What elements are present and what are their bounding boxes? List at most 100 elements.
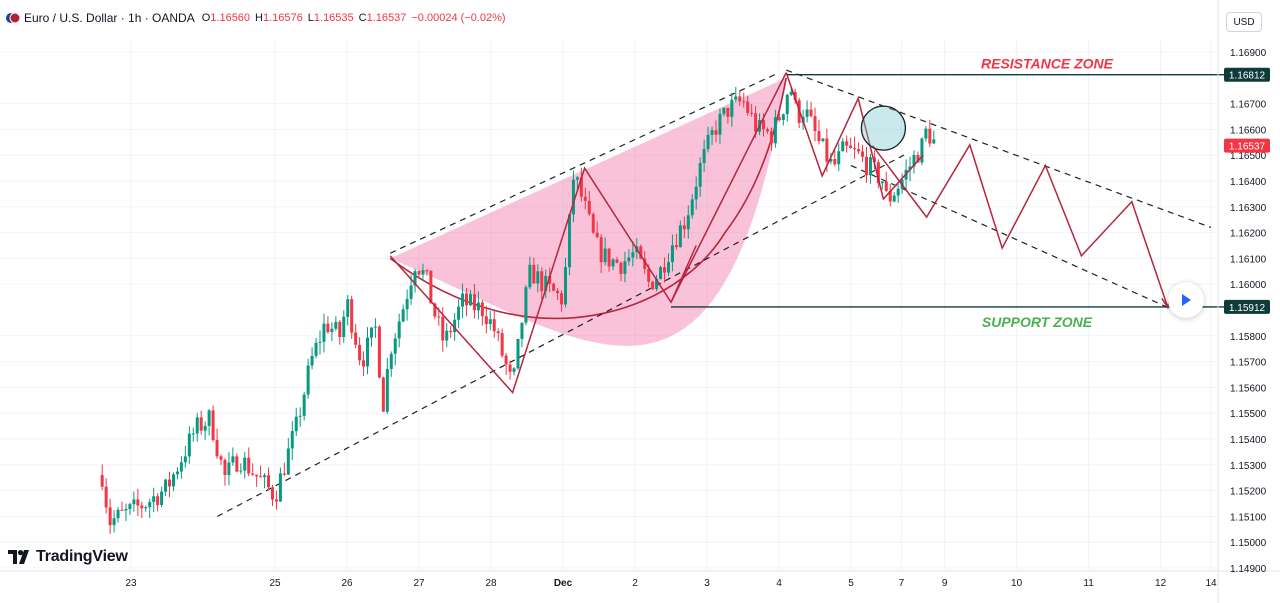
candle-body	[168, 479, 172, 487]
candle-body	[817, 131, 821, 142]
low-value: L1.16535	[308, 12, 354, 24]
candle-body	[777, 117, 781, 121]
price-axis-tick: 1.15500	[1230, 409, 1267, 420]
price-axis-tick: 1.16200	[1230, 229, 1267, 240]
candle-body	[694, 186, 698, 200]
low-label: L	[307, 12, 314, 24]
candle-body	[409, 285, 413, 299]
zigzag-recent	[785, 72, 924, 201]
candle-body	[306, 365, 310, 395]
candle-body	[659, 267, 663, 279]
candle-body	[397, 321, 401, 339]
candle-body	[330, 328, 334, 333]
candle-body	[726, 107, 730, 117]
candle-body	[385, 368, 389, 412]
descending-channel-upper	[785, 69, 1212, 229]
candle-body	[108, 507, 112, 526]
candle-body	[643, 258, 647, 269]
price-axis-tick: 1.16700	[1230, 100, 1267, 111]
candle-body	[282, 473, 286, 475]
candle-body	[928, 128, 932, 144]
candle-body	[294, 416, 298, 432]
candle-body	[358, 344, 362, 361]
candle-body	[298, 415, 302, 417]
candle-body	[849, 145, 853, 149]
low-number: 1.16535	[313, 12, 354, 24]
candle-body	[215, 440, 219, 457]
candle-body	[389, 353, 393, 369]
candle-body	[651, 281, 655, 290]
candle-body	[623, 261, 627, 274]
candle-body	[908, 166, 912, 170]
descending-channel-lower	[850, 164, 1169, 308]
candle-body	[484, 316, 488, 325]
currency-button[interactable]: USD	[1226, 12, 1262, 32]
candle-body	[104, 486, 108, 508]
candle-body	[556, 290, 560, 294]
price-axis-tick: 1.16600	[1230, 125, 1267, 136]
candle-body	[480, 302, 484, 317]
time-axis-tick: 11	[1083, 578, 1094, 589]
time-axis-tick: Dec	[554, 578, 573, 589]
candle-body	[362, 360, 366, 367]
candle-body	[100, 475, 104, 487]
candle-body	[678, 225, 682, 248]
time-axis-tick: 5	[848, 578, 854, 589]
candle-body	[203, 425, 207, 431]
candle-body	[682, 225, 686, 230]
candle-body	[401, 309, 405, 322]
change-value: −0.00024 (−0.02%)	[411, 12, 506, 24]
candle-body	[239, 470, 243, 472]
candle-body	[754, 113, 758, 132]
candle-body	[718, 113, 722, 135]
support-zone-label: SUPPORT ZONE	[982, 314, 1093, 330]
close-number: 1.16537	[366, 12, 407, 24]
candle-body	[120, 509, 124, 511]
candle-body	[144, 507, 148, 509]
price-axis-tick: 1.15100	[1230, 512, 1267, 523]
candle-body	[199, 417, 203, 431]
time-axis-tick: 4	[776, 578, 782, 589]
candle-body	[207, 410, 211, 426]
candle-body	[334, 321, 338, 329]
candle-body	[734, 96, 738, 100]
candle-body	[286, 448, 290, 475]
replay-play-button[interactable]	[1168, 282, 1204, 318]
candle-body	[160, 491, 164, 505]
candle-body	[619, 262, 623, 274]
candle-body	[148, 502, 152, 508]
candle-body	[773, 117, 777, 144]
candle-body	[571, 179, 575, 215]
candle-body	[263, 475, 267, 478]
candle-body	[128, 504, 132, 509]
candle-body	[465, 293, 469, 306]
candle-body	[255, 474, 259, 477]
candle-body	[373, 326, 377, 328]
candle-body	[805, 109, 809, 117]
open-value: O1.16560	[202, 12, 250, 24]
candle-body	[765, 129, 769, 132]
price-axis-tick: 1.15800	[1230, 332, 1267, 343]
price-axis-tick: 1.15300	[1230, 461, 1267, 472]
candle-body	[769, 131, 773, 144]
symbol-title[interactable]: Euro / U.S. Dollar · 1h · OANDA	[24, 11, 195, 25]
candle-body	[750, 112, 754, 114]
candle-body	[595, 232, 599, 238]
tradingview-logo: TradingView	[8, 548, 128, 566]
resistance-zone-label: RESISTANCE ZONE	[981, 56, 1114, 72]
price-marker-current	[1224, 138, 1270, 153]
candle-body	[270, 487, 274, 500]
candle-body	[187, 433, 191, 457]
candle-body	[251, 473, 255, 475]
candle-body	[504, 355, 508, 365]
candle-body	[864, 156, 868, 176]
price-axis-tick: 1.15200	[1230, 487, 1267, 498]
candle-body	[381, 377, 385, 412]
candle-body	[366, 337, 370, 367]
candle-body	[488, 319, 492, 325]
candle-body	[639, 246, 643, 259]
candle-body	[136, 499, 140, 506]
candle-body	[152, 496, 156, 503]
candle-body	[789, 91, 793, 95]
